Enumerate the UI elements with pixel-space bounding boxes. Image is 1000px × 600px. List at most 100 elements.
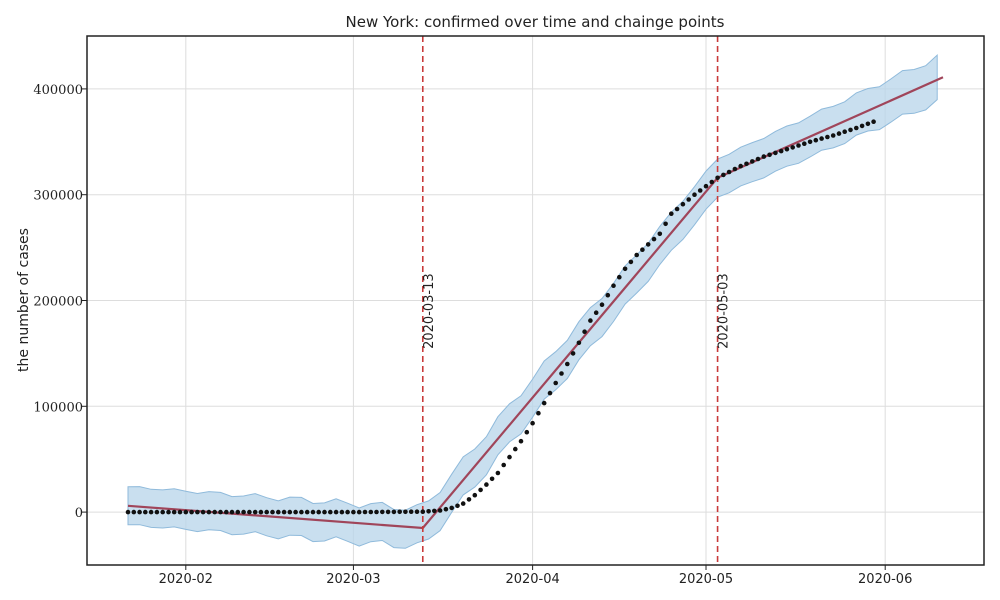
observed-point [501,462,507,468]
observed-point [328,509,333,515]
observed-point [761,154,767,159]
observed-point [599,302,605,308]
observed-point [345,509,350,515]
observed-point [472,492,478,498]
observed-point [796,143,801,148]
observed-point [651,236,657,242]
observed-point [570,351,576,356]
uncertainty-band [127,53,938,549]
observed-point [825,134,830,140]
observed-point [339,509,345,515]
observed-point [628,259,634,265]
observed-point [241,509,246,515]
observed-point [709,179,715,185]
observed-point [669,211,674,216]
x-tick-label: 2020-02 [159,572,213,587]
observed-point [738,163,743,169]
observed-point [726,169,732,175]
observed-point [854,125,859,131]
observed-point [356,509,362,515]
observed-point [362,509,368,515]
observed-point [674,206,680,212]
observed-point [466,497,472,502]
observed-point [865,121,871,127]
observed-point [663,221,668,227]
plot-frame [86,35,985,566]
observed-point [195,509,200,515]
trend-line-group [127,76,944,530]
observed-point [715,175,720,181]
observed-point [750,159,755,164]
observed-point [767,152,772,158]
observed-point [304,509,310,515]
observed-point [408,509,414,514]
observed-point [640,247,645,252]
observed-point [813,137,819,143]
observed-point [380,509,385,515]
observed-point [420,509,426,514]
change-point-label: 2020-05-03 [717,273,732,349]
observed-point [553,380,558,386]
observed-point [807,139,813,145]
x-tick-label: 2020-05 [679,572,733,587]
observed-point [368,509,374,515]
observed-point [293,509,298,515]
observed-point [397,509,403,515]
observed-point [460,501,466,506]
observed-point [212,509,217,515]
observed-point [778,148,784,154]
observed-point [507,454,512,460]
observed-point [264,509,270,515]
observed-point [189,509,194,515]
observed-point [177,509,183,515]
observed-point [721,172,726,178]
observed-point [478,487,483,493]
observed-point [449,505,455,511]
observed-point [252,509,258,515]
observed-point [374,509,379,515]
observed-point [247,509,252,515]
observed-point [351,509,356,515]
observed-point [802,141,807,146]
observed-point [547,390,553,396]
observed-point [443,506,449,512]
observed-point [703,183,709,189]
observed-point [645,242,651,247]
observed-point [229,509,235,515]
observed-point [316,509,322,515]
y-tick-label: 200000 [33,295,83,310]
observed-point [154,509,160,515]
observed-point [565,361,570,367]
observed-point [276,509,281,515]
observed-point [426,509,431,514]
observed-point [513,446,518,452]
observed-point [536,410,541,416]
observed-point [287,509,293,515]
observed-point [755,156,761,162]
observed-point [680,201,686,207]
y-tick-label: 400000 [33,83,83,98]
observed-point [784,146,790,152]
observed-point [848,127,853,133]
observed-point [455,503,460,509]
observed-point [819,136,824,141]
observed-point [166,509,171,515]
observed-point [131,509,137,515]
observed-point [218,509,223,515]
observed-point [414,509,420,514]
observed-point [617,274,622,280]
observed-point [391,509,397,515]
change-points-group: 2020-03-13 2020-05-03 [422,36,732,565]
observed-point [593,310,599,316]
observed-point [732,166,738,172]
observed-point [299,509,304,515]
observed-point [541,400,547,406]
y-axis-label: the number of cases [16,228,32,372]
observed-point [206,509,212,515]
observed-point [258,509,264,515]
observed-point [622,266,628,272]
y-tick-label: 300000 [33,189,83,204]
observed-point [692,192,697,197]
observed-point [489,476,495,482]
